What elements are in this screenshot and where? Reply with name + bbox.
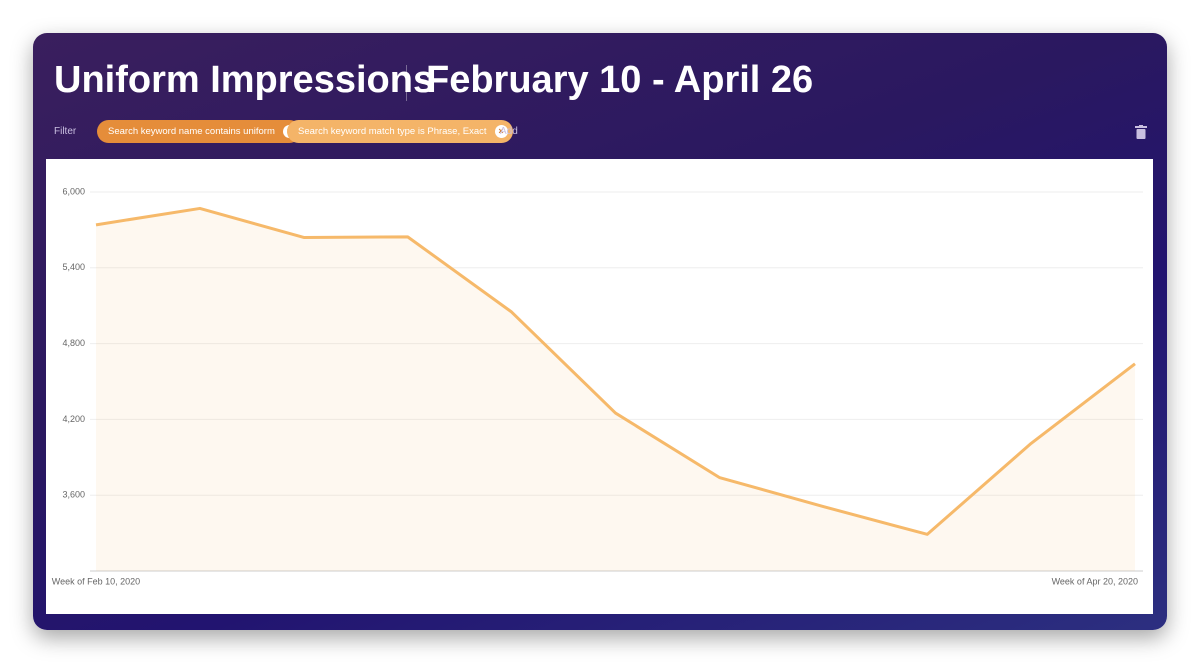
chip-text: Search keyword match type is Phrase, Exa… (298, 126, 487, 137)
chart-panel (46, 159, 1153, 614)
date-range: February 10 - April 26 (426, 59, 814, 101)
filter-chip[interactable]: Search keyword match type is Phrase, Exa… (287, 120, 513, 143)
y-tick-label: 3,600 (62, 490, 85, 500)
x-tick-label: Week of Feb 10, 2020 (52, 576, 140, 586)
chip-text: Search keyword name contains uniform (108, 126, 275, 137)
delete-icon[interactable] (1135, 125, 1147, 139)
y-tick-label: 5,400 (62, 262, 85, 272)
line (95, 206, 1136, 536)
area (96, 208, 1135, 571)
chip-remove[interactable]: × (494, 125, 508, 138)
y-tick-label: 4,800 (62, 338, 85, 348)
title: Uniform Impressions (54, 59, 435, 101)
y-tick-label: 4,200 (62, 414, 85, 424)
x-tick-label: Week of Apr 20, 2020 (1052, 576, 1138, 586)
filter-label: Filter (54, 126, 77, 137)
y-tick-label: 6,000 (62, 186, 85, 196)
add-filter[interactable]: Add (500, 126, 518, 137)
separator (406, 65, 407, 101)
